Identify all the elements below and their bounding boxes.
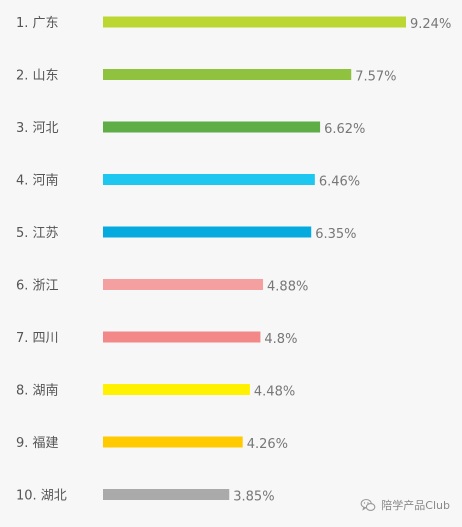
bar	[103, 16, 406, 28]
category-label: 7. 四川	[16, 331, 59, 346]
value-label: 4.8%	[264, 332, 297, 347]
bar	[103, 226, 312, 238]
bar	[103, 436, 243, 448]
bar	[103, 174, 315, 185]
value-label: 7.57%	[355, 70, 396, 85]
category-label: 4. 河南	[16, 173, 59, 189]
bar	[103, 69, 352, 80]
bar	[103, 384, 250, 395]
watermark-text: 陪学产品Club	[381, 499, 450, 512]
value-label: 9.24%	[410, 17, 451, 32]
value-label: 6.46%	[319, 175, 360, 190]
bar	[103, 331, 261, 343]
value-label: 4.88%	[267, 280, 308, 295]
category-label: 1. 广东	[16, 16, 59, 31]
category-label: 6. 浙江	[16, 279, 59, 294]
category-label: 3. 河北	[16, 121, 59, 136]
category-label: 10. 湖北	[16, 489, 67, 504]
value-label: 4.26%	[247, 437, 288, 452]
bar	[103, 279, 264, 290]
wechat-icon	[360, 498, 376, 511]
category-label: 9. 福建	[16, 436, 59, 451]
value-label: 6.35%	[315, 227, 356, 242]
value-label: 4.48%	[254, 385, 295, 400]
category-label: 8. 湖南	[16, 383, 59, 399]
value-label: 3.85%	[233, 490, 274, 505]
category-label: 5. 江苏	[16, 225, 59, 241]
value-label: 6.62%	[324, 122, 365, 137]
category-label: 2. 山东	[16, 69, 59, 84]
bar	[103, 489, 230, 500]
watermark: 陪学产品Club	[360, 497, 450, 513]
bar	[103, 121, 321, 133]
